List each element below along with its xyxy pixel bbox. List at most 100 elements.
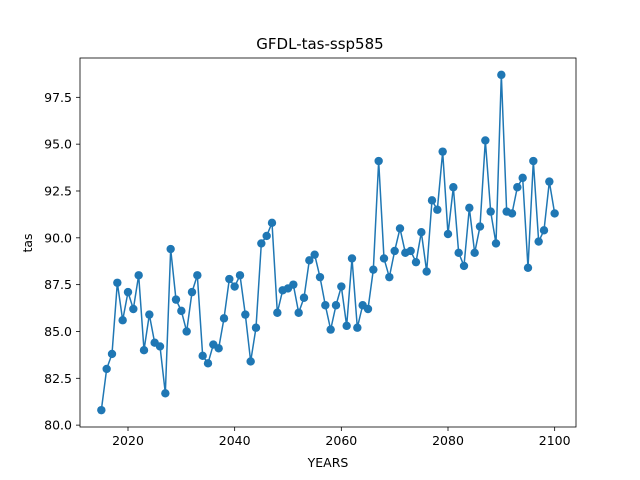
data-point [262, 231, 271, 241]
y-tick-label: 85.0 [44, 324, 72, 339]
data-point [513, 183, 522, 192]
y-tick-label: 97.5 [44, 90, 72, 105]
data-point [470, 248, 479, 258]
data-point [465, 203, 474, 213]
data-point [267, 218, 277, 228]
data-point [347, 254, 357, 263]
x-tick-label: 2020 [112, 433, 144, 448]
data-point [321, 301, 330, 310]
data-point [299, 293, 309, 302]
data-point [454, 248, 463, 258]
y-axis-title: tas [20, 233, 35, 252]
data-point [161, 389, 170, 398]
data-point [107, 349, 117, 359]
data-point [326, 325, 335, 334]
data-point [246, 357, 255, 366]
data-point [230, 282, 239, 291]
data-point [545, 177, 554, 186]
data-point [214, 344, 223, 353]
data-point [187, 287, 197, 297]
data-point [529, 156, 538, 166]
data-point [374, 156, 383, 166]
data-point [481, 136, 490, 145]
x-tick-label: 2040 [219, 433, 251, 448]
data-point [534, 237, 543, 246]
data-point [123, 287, 133, 297]
data-point [198, 351, 207, 361]
data-point [411, 257, 421, 267]
data-point [139, 346, 149, 355]
data-point [193, 271, 202, 280]
data-point [203, 359, 213, 368]
data-point [134, 271, 143, 280]
series-line [100, 74, 556, 411]
data-point [337, 282, 346, 291]
data-point [305, 256, 314, 265]
data-point [145, 310, 154, 319]
data-point [491, 239, 501, 248]
data-point [294, 308, 303, 317]
data-point [331, 301, 341, 310]
data-point [523, 263, 533, 272]
data-point [363, 304, 373, 314]
data-point [118, 316, 127, 325]
data-point [235, 271, 245, 280]
data-point [310, 250, 319, 259]
data-point [459, 261, 469, 271]
data-point [315, 272, 325, 282]
y-tick-label: 82.5 [44, 371, 72, 386]
data-point [395, 224, 405, 233]
data-point [353, 323, 362, 332]
y-tick-label: 95.0 [44, 137, 72, 152]
data-point [166, 244, 175, 254]
data-point [289, 280, 298, 289]
x-tick-label: 2100 [539, 433, 571, 448]
data-point [438, 147, 447, 156]
data-point [273, 308, 282, 317]
data-point [518, 173, 527, 183]
data-point [449, 183, 458, 192]
data-point [97, 405, 106, 415]
data-point [406, 246, 415, 256]
y-tick-label: 87.5 [44, 277, 72, 292]
x-axis-title: YEARS [307, 455, 349, 470]
chart-title: GFDL-tas-ssp585 [256, 35, 383, 53]
data-point [422, 267, 431, 276]
data-point [385, 272, 394, 282]
data-point [417, 227, 426, 237]
data-point [219, 314, 229, 323]
data-point [155, 342, 165, 351]
data-point [171, 295, 181, 304]
x-tick-label: 2060 [325, 433, 357, 448]
data-point [257, 239, 266, 248]
data-point [379, 254, 389, 263]
data-point [550, 209, 559, 218]
data-point [225, 274, 234, 284]
data-point [507, 209, 517, 218]
data-point [497, 70, 506, 80]
x-tick-label: 2080 [432, 433, 464, 448]
y-tick-label: 92.5 [44, 183, 72, 198]
data-point [129, 304, 138, 314]
data-point [251, 323, 261, 332]
data-point [390, 246, 399, 256]
y-axis: 80.0 82.5 85.0 87.5 90.0 92.5 95.0 97.5 [44, 90, 80, 433]
y-tick-label: 80.0 [44, 418, 72, 433]
x-axis: 2020 2040 2060 2080 2100 [112, 427, 571, 448]
data-point [102, 364, 111, 374]
axes-frame [79, 57, 577, 428]
y-tick-label: 90.0 [44, 230, 72, 245]
data-point [113, 278, 122, 287]
plot-area [79, 57, 577, 428]
data-point [433, 205, 442, 214]
data-point [182, 327, 191, 336]
data-point [342, 321, 351, 331]
data-point [539, 226, 549, 235]
data-point [427, 196, 437, 205]
data-point [369, 265, 378, 274]
data-point [177, 306, 186, 316]
data-point [475, 222, 485, 231]
data-point [486, 207, 495, 216]
data-point [241, 310, 250, 319]
